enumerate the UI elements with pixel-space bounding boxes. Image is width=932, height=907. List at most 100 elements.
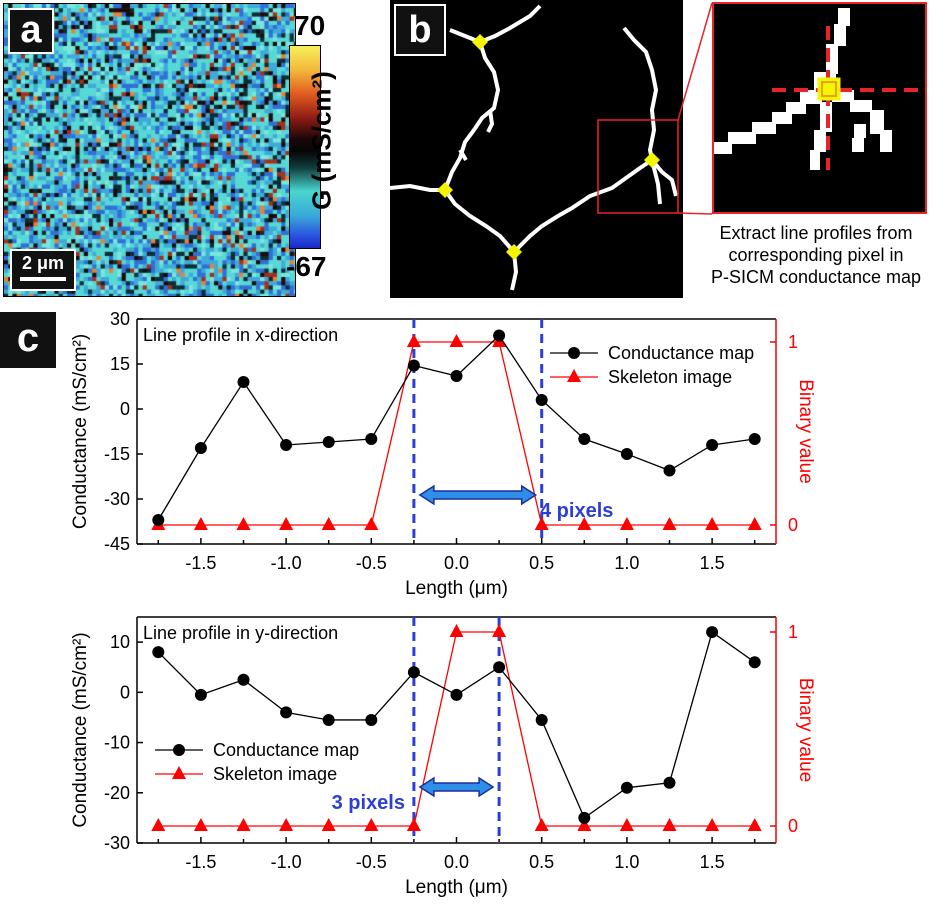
skeleton-marker [364, 818, 379, 831]
skeleton-svg [389, 4, 679, 291]
skeleton-marker [747, 517, 762, 530]
skeleton-marker [193, 517, 208, 530]
legend-marker [173, 744, 185, 756]
skeleton-branch [443, 41, 501, 191]
skeleton-branch [479, 4, 542, 44]
conductance-marker [194, 442, 207, 454]
skeleton-marker [449, 624, 464, 637]
skeleton-pixel [772, 112, 792, 124]
panel-label-a: a [8, 8, 54, 54]
junction-point [506, 244, 522, 260]
conductance-marker [450, 688, 463, 701]
skeleton-marker [747, 818, 762, 831]
conductance-marker [280, 439, 293, 451]
skeleton-pixel [880, 130, 892, 152]
conductance-marker [450, 370, 463, 382]
y-tick-label: 10 [110, 632, 130, 652]
skeleton-marker [577, 818, 592, 831]
colorbar [289, 45, 321, 249]
panel-label-b: b [394, 4, 446, 56]
conductance-marker [663, 776, 676, 789]
legend-label: Skeleton image [213, 764, 337, 784]
legend-label: Conductance map [213, 740, 359, 760]
scale-bar: 2 μm [10, 249, 76, 291]
caption-line: P-SICM conductance map [710, 267, 922, 287]
conductance-marker [407, 359, 420, 372]
conductance-marker [194, 688, 207, 701]
legend-marker [568, 347, 580, 359]
skeleton-pixel [870, 110, 884, 134]
scale-bar-label: 2 μm [21, 253, 65, 273]
y-right-tick-label: 1 [788, 332, 798, 352]
skeleton-branch [650, 159, 662, 205]
legend-label: Conductance map [608, 343, 754, 363]
skeleton-marker [705, 517, 720, 530]
y-axis-title: Conductance (mS/cm²) [70, 632, 91, 827]
conductance-marker [493, 329, 506, 342]
caption-line: corresponding pixel in [728, 245, 904, 265]
zoom-connector-line [677, 2, 713, 121]
y-tick-label: -20 [104, 783, 130, 803]
skeleton-marker [662, 818, 677, 831]
skeleton-marker [705, 818, 720, 831]
skeleton-marker [321, 818, 336, 831]
conductance-marker [322, 713, 335, 726]
y-right-tick-label: 0 [788, 515, 798, 535]
x-tick-label: 1.0 [614, 852, 639, 872]
skeleton-pixel [714, 142, 732, 154]
skeleton-branch [486, 109, 495, 133]
conductance-marker [748, 433, 761, 445]
zoom-inset [712, 2, 927, 214]
x-tick-label: -0.5 [356, 852, 387, 872]
x-tick-label: -0.5 [356, 553, 387, 573]
skeleton-pixel [786, 102, 806, 114]
conductance-marker [748, 656, 761, 669]
y-axis-title: Conductance (mS/cm²) [70, 334, 91, 529]
chart-y-direction: 10 0 -10 -20 -30 0 1 -1.5 -1.0 -0.5 0.0 0.5 1.0 1.5 Le… [70, 616, 816, 898]
conductance-marker [706, 439, 719, 451]
conductance-marker [663, 464, 676, 477]
x-tick-label: -1.0 [271, 852, 302, 872]
zoom-connectors [677, 2, 713, 215]
skeleton-marker [406, 334, 421, 347]
skeleton-marker [236, 818, 251, 831]
y-tick-label: 15 [110, 354, 130, 374]
skeleton-marker [534, 517, 549, 530]
skeleton-marker [364, 517, 379, 530]
panel-a-conductance-map: a 2 μm [3, 3, 296, 297]
pixel-count-annotation: 3 pixels [332, 792, 405, 814]
skeleton-marker [279, 818, 294, 831]
y-tick-label: 0 [120, 399, 130, 419]
zoom-region-box [597, 119, 679, 214]
skeleton-branch [650, 158, 678, 197]
junction-point [437, 182, 453, 198]
y-tick-label: 0 [120, 682, 130, 702]
x-tick-label: -1.5 [185, 852, 216, 872]
conductance-marker [535, 394, 548, 406]
skeleton-branch [622, 26, 659, 161]
y-right-tick-label: 1 [788, 622, 798, 642]
y-right-axis-title: Binary value [795, 379, 816, 484]
pixel-count-annotation: 4 pixels [540, 500, 613, 522]
skeleton-pixel [838, 8, 850, 26]
y-right-tick-label: 0 [788, 816, 798, 836]
y-tick-label: -30 [104, 489, 130, 509]
y-tick-label: -15 [104, 444, 130, 464]
panel-b-skeleton-image: b [389, 0, 683, 298]
conductance-marker [322, 436, 335, 448]
skeleton-marker [619, 818, 634, 831]
skeleton-marker [151, 818, 166, 831]
skeleton-pixel [850, 100, 872, 112]
junction-point [472, 34, 488, 50]
skeleton-pixel [810, 150, 820, 170]
y-tick-label: -30 [104, 833, 130, 853]
x-axis-title: Length (μm) [405, 578, 508, 599]
conductance-marker [620, 448, 633, 460]
legend-marker [567, 369, 581, 382]
junction-point [644, 152, 660, 168]
skeleton-pixel [814, 130, 826, 152]
y-tick-label: 30 [110, 309, 130, 329]
conductance-marker [493, 661, 506, 674]
skeleton-marker [662, 517, 677, 530]
conductance-marker [706, 626, 719, 639]
